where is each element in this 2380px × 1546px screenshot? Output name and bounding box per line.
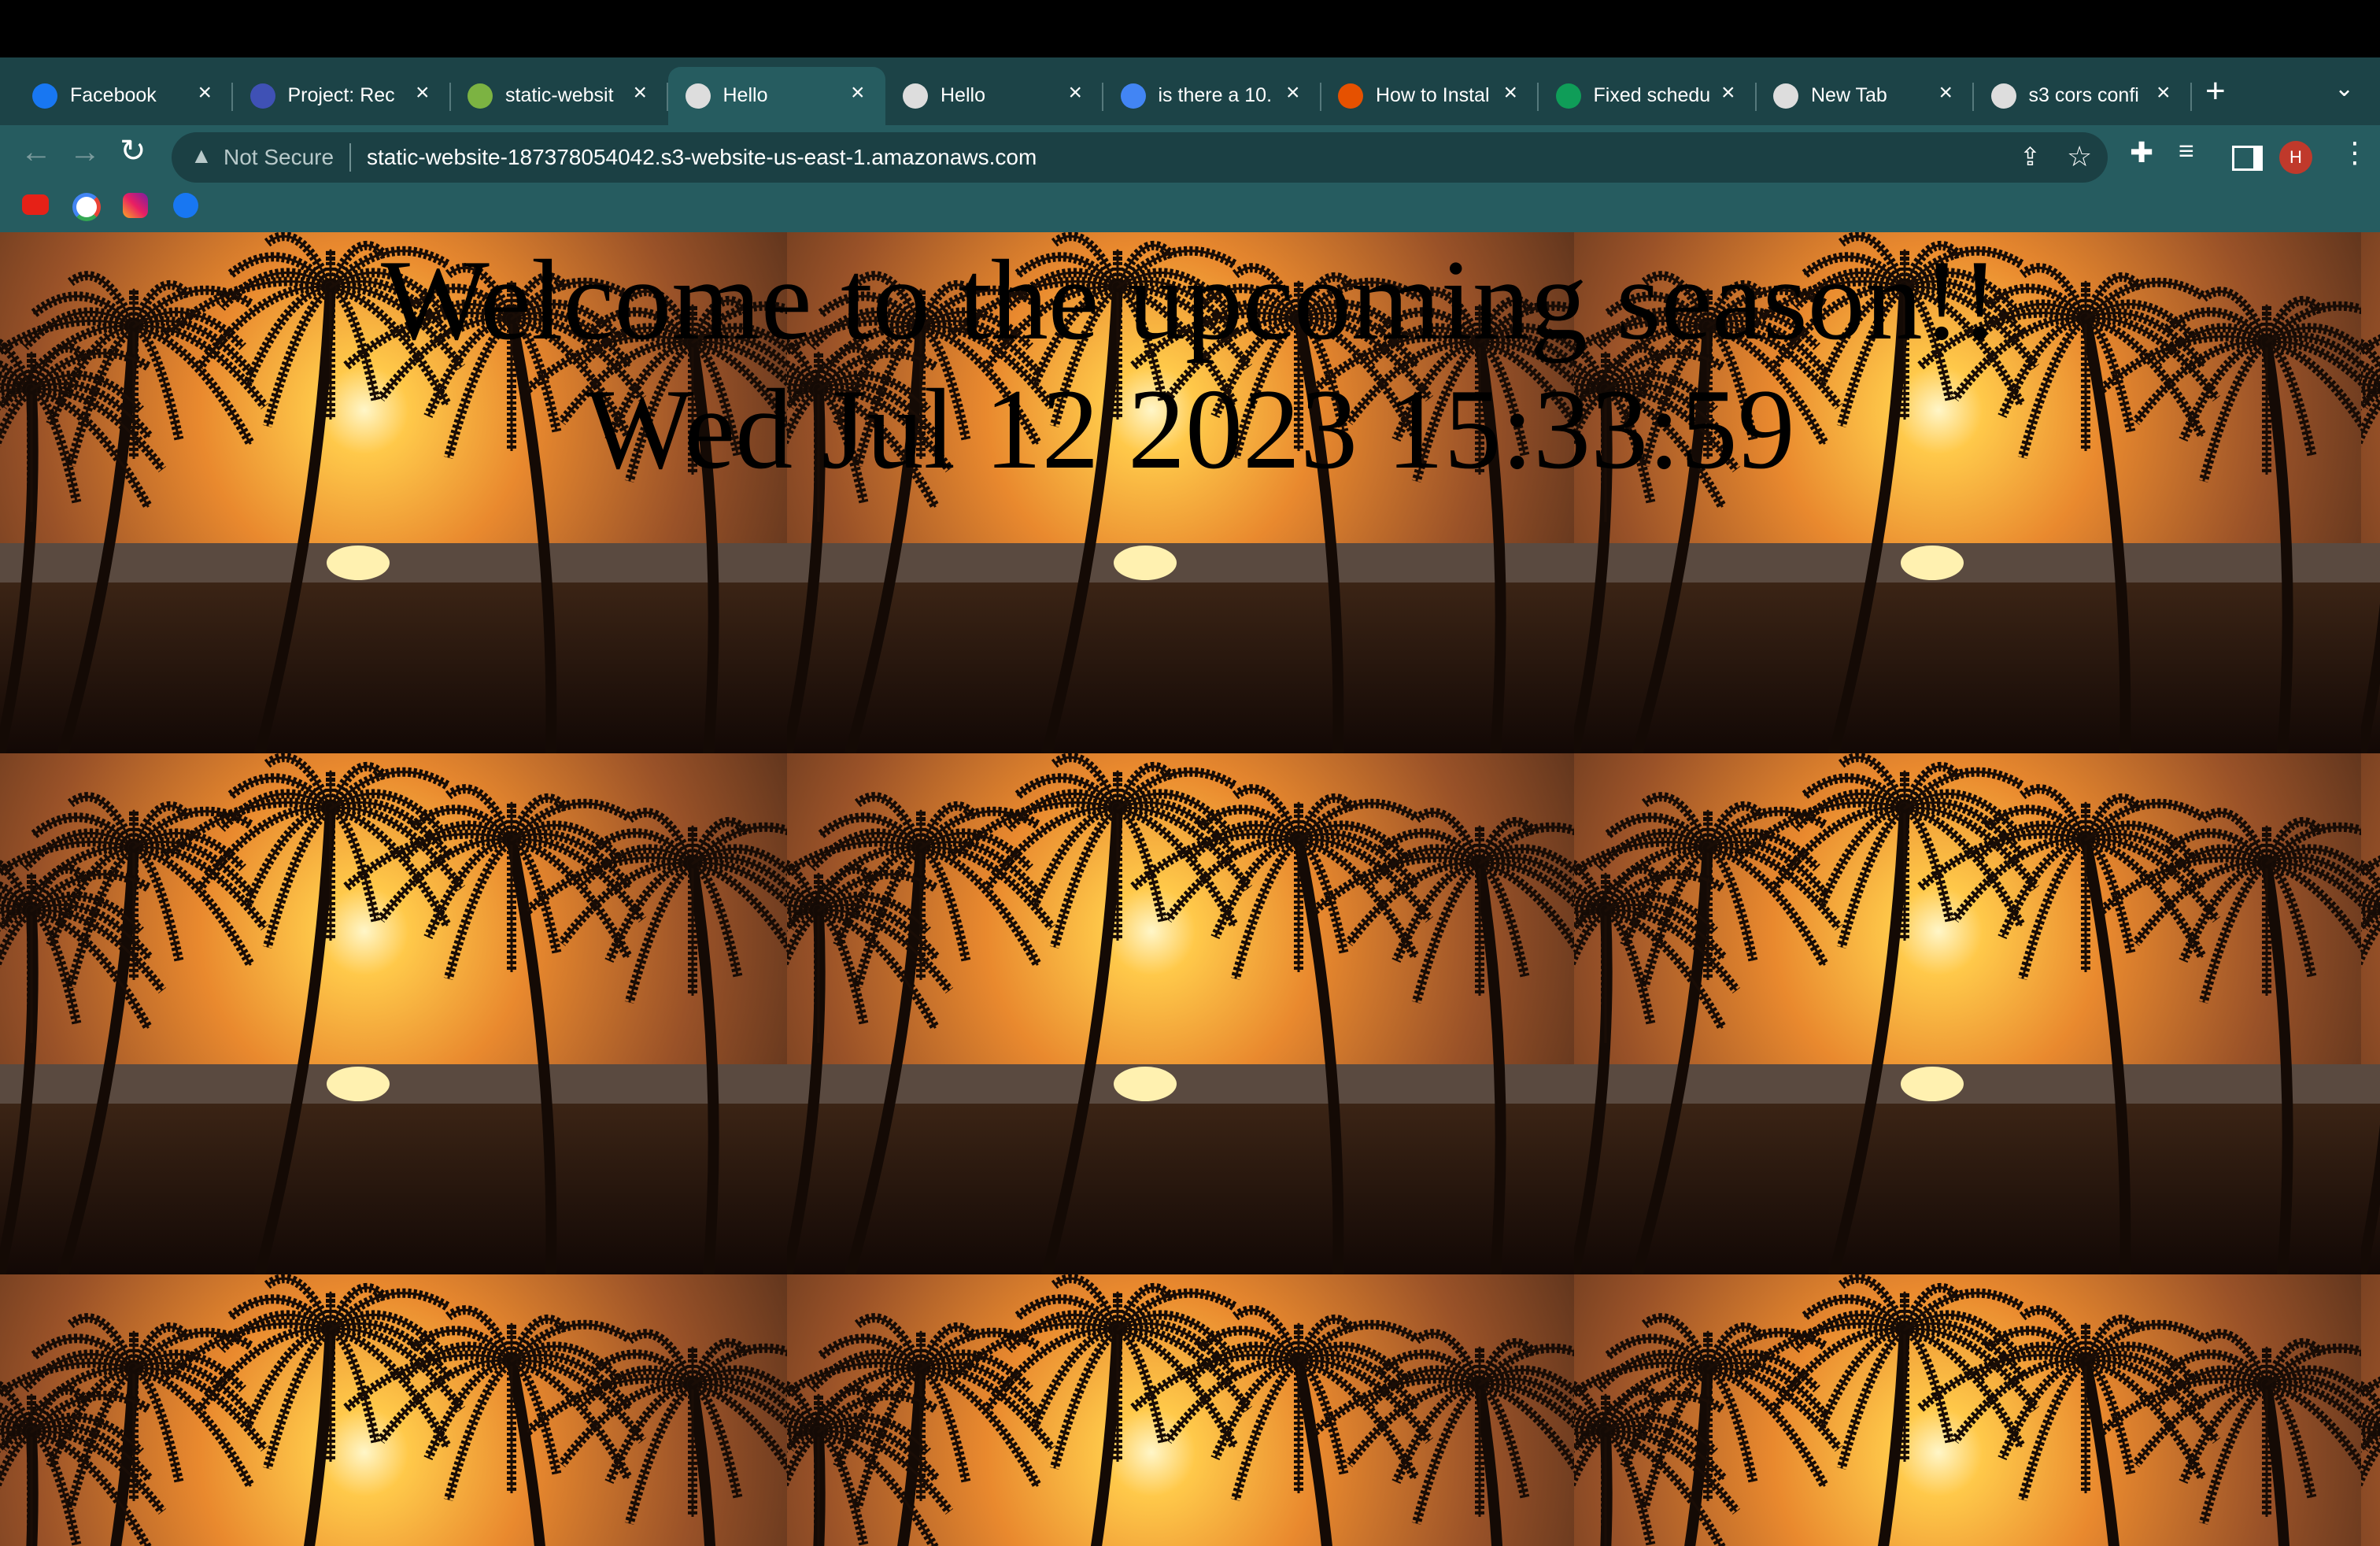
toolbar: ← → ↻ ▲ Not Secure static-website-187378… [0,125,2380,232]
media-icon[interactable]: ≡ [2179,136,2194,166]
tab-search[interactable]: ⌄ [2334,76,2355,102]
tab-title: How to Instal [1376,84,1490,106]
new-tab-button[interactable]: + [2205,72,2226,110]
tab-icon [903,83,928,109]
tab-icon [249,83,275,109]
tab-icon [1773,83,1798,109]
tab[interactable]: s3 cors confi × [1974,67,2192,125]
page-content [0,232,2380,1546]
tab-close[interactable]: × [1068,80,1082,105]
extensions-icon[interactable]: ✚ [2130,136,2154,168]
profile-avatar[interactable]: H [2279,141,2312,174]
tab-close[interactable]: × [633,80,647,105]
tab[interactable]: New Tab × [1756,67,1974,125]
address-bar[interactable]: ▲ Not Secure static-website-187378054042… [172,132,2108,183]
tab-icon [1338,83,1363,109]
tab-strip: + ⌄ Facebook × Project: Rec × static-websit ×… [0,57,2380,125]
tab-title: Hello [722,84,768,106]
tab-separator [667,83,668,111]
bookmark-star[interactable]: ☆ [2067,140,2093,172]
tab-separator [1319,83,1321,111]
tab-close[interactable]: × [1503,80,1517,105]
menu-icon[interactable]: ⋮ [2341,136,2369,168]
tab-close[interactable]: × [1720,80,1735,105]
security-label: Not Secure [224,145,334,169]
google-bookmark[interactable] [72,193,101,221]
tab-separator [2190,83,2192,111]
tab-separator [231,83,233,111]
instagram-bookmark[interactable] [123,193,148,218]
tab-title: Fixed schedu [1593,84,1711,106]
tab-title: is there a 10. [1158,84,1273,106]
forward-button[interactable]: → [69,135,101,169]
divider [349,143,351,172]
tab-icon [685,83,711,109]
facebook-bookmark[interactable] [173,193,198,218]
tab-close[interactable]: × [850,80,865,105]
tab-icon [1990,83,2016,109]
tab[interactable]: static-websit × [450,67,668,125]
tab-title: Facebook [70,84,157,106]
youtube-bookmark[interactable] [22,194,49,215]
share-icon[interactable]: ⇪ [2020,142,2041,171]
tab[interactable]: How to Instal × [1321,67,1539,125]
tab-icon [1120,83,1146,109]
tab[interactable]: Facebook × [15,67,233,125]
tab-separator [1537,83,1539,111]
tab[interactable]: Project: Rec × [233,67,451,125]
tab-title: Project: Rec [287,84,395,106]
tab-title: Hello [941,84,985,106]
back-button[interactable]: ← [20,135,52,169]
tiled-image [0,232,2380,1546]
tab-title: static-websit [505,84,614,106]
tab-close[interactable]: × [1285,80,1300,105]
tab-icon [32,83,57,109]
tab-close[interactable]: × [2156,80,2171,105]
tab[interactable]: Fixed schedu × [1539,67,1757,125]
tab[interactable]: is there a 10. × [1103,67,1321,125]
tab-separator [449,83,451,111]
tab-icon [1555,83,1581,109]
tab-title: s3 cors confi [2028,84,2139,106]
page-heading: Welcome to the upcoming season!! [381,236,1999,364]
tab-close[interactable]: × [415,80,430,105]
tab-separator [1972,83,1974,111]
tab-icon [468,83,493,109]
side-panel-icon[interactable] [2232,146,2263,171]
tab-separator [1754,83,1757,111]
url: static-website-187378054042.s3-website-u… [367,145,1037,169]
tab[interactable]: Hello × [667,67,885,125]
tab-separator [1102,83,1103,111]
tab-close[interactable]: × [1938,80,1953,105]
reload-button[interactable]: ↻ [120,134,146,168]
tab-title: New Tab [1811,84,1887,106]
warning-icon: ▲ [190,143,213,168]
background [0,232,2380,1546]
tab-close[interactable]: × [198,80,212,105]
page-datetime: Wed Jul 12 2023 15:33:59 [585,365,1795,493]
tab[interactable]: Hello × [885,67,1103,125]
